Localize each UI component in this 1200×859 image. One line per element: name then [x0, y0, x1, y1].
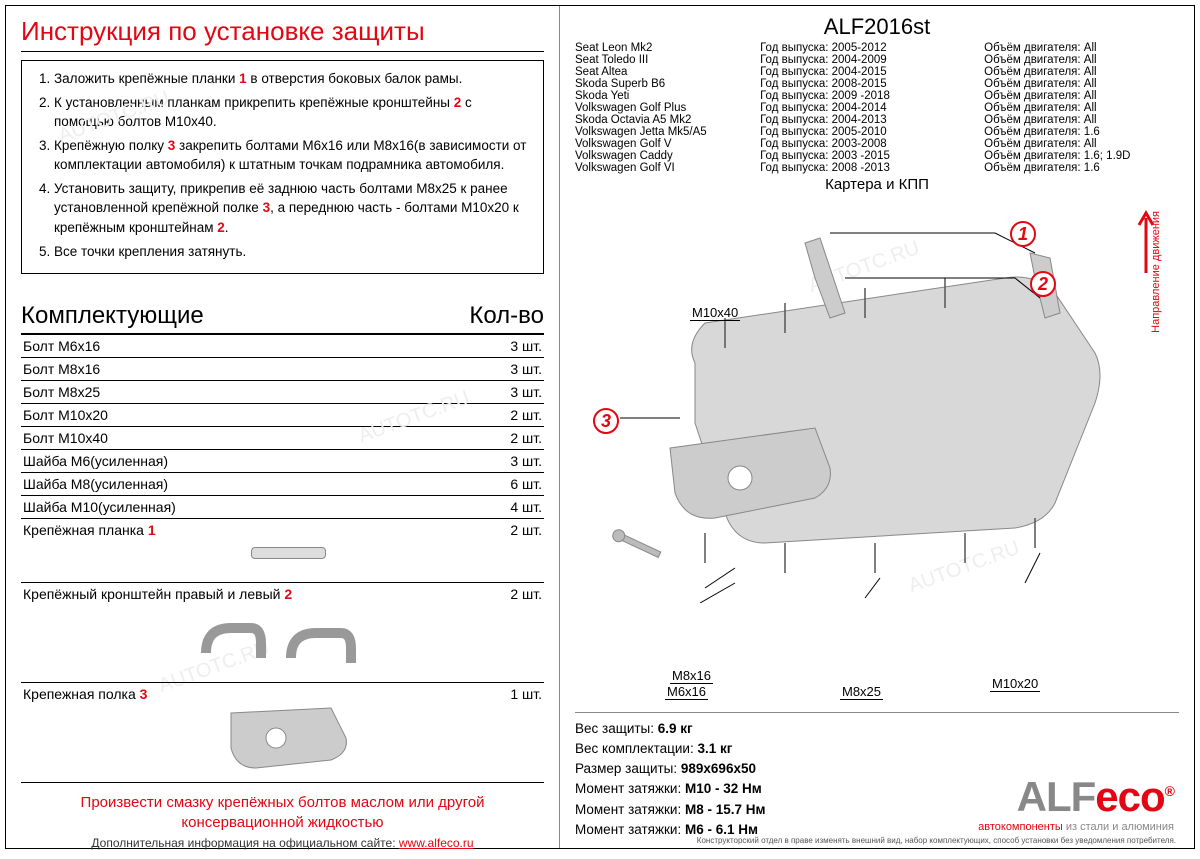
components-title: Комплектующие	[21, 302, 204, 330]
instruction-item: Заложить крепёжные планки 1 в отверстия …	[54, 69, 533, 89]
right-column: ALF2016st Seat Leon Mk2Год выпуска: 2005…	[559, 6, 1194, 848]
component-row: Крепежная полка 31 шт.	[21, 683, 544, 783]
component-row: Болт М8х163 шт.	[21, 358, 544, 381]
component-row: Болт М8х253 шт.	[21, 381, 544, 404]
component-row: Болт М10х402 шт.	[21, 427, 544, 450]
product-code: ALF2016st	[575, 14, 1179, 40]
bolt-label-m10x40: M10x40	[690, 305, 740, 321]
quantity-title: Кол-во	[469, 302, 544, 330]
vehicle-compatibility-table: Seat Leon Mk2Год выпуска: 2005-2012Объём…	[575, 42, 1179, 174]
instructions-box: Заложить крепёжные планки 1 в отверстия …	[21, 60, 544, 274]
instruction-item: Крепёжную полку 3 закрепить болтами М6х1…	[54, 136, 533, 175]
bolt-label-m10x20: M10x20	[990, 676, 1040, 692]
components-list: Болт М6х163 шт.Болт М8х163 шт.Болт М8х25…	[21, 335, 544, 783]
callout-3: 3	[593, 408, 619, 434]
component-row: Болт М10х202 шт.	[21, 404, 544, 427]
part-subtitle: Картера и КПП	[575, 176, 1179, 193]
vehicle-row: Volkswagen Golf VIГод выпуска: 2008 -201…	[575, 162, 1179, 174]
bolt-label-m8x25: M8x25	[840, 684, 883, 700]
disclaimer-text: Конструкторский отдел в праве изменять в…	[697, 836, 1176, 845]
vehicle-row: Skoda YetiГод выпуска: 2009 -2018Объём д…	[575, 90, 1179, 102]
vehicle-row: Volkswagen Golf VГод выпуска: 2003-2008О…	[575, 138, 1179, 150]
instruction-item: Установить защиту, прикрепив её заднюю ч…	[54, 179, 533, 238]
spec-row: Вес защиты: 6.9 кг	[575, 719, 1179, 739]
vehicle-row: Skoda Octavia A5 Mk2Год выпуска: 2004-20…	[575, 114, 1179, 126]
spec-row: Вес комплектации: 3.1 кг	[575, 739, 1179, 759]
instruction-item: Все точки крепления затянуть.	[54, 242, 533, 262]
vehicle-row: Seat Leon Mk2Год выпуска: 2005-2012Объём…	[575, 42, 1179, 54]
component-row: Крепёжная планка 12 шт.	[21, 519, 544, 583]
callout-1: 1	[1010, 221, 1036, 247]
component-row: Шайба М10(усиленная)4 шт.	[21, 496, 544, 519]
website-note: Дополнительная информация на официальном…	[21, 836, 544, 850]
brand-logo: ALFeco® автокомпоненты из стали и алюмин…	[978, 773, 1174, 833]
left-column: Инструкция по установке защиты Заложить …	[6, 6, 559, 848]
skid-plate-shape	[585, 223, 1165, 603]
bolt-label-m6x16: M6x16	[665, 684, 708, 700]
bolt-label-m8x16: M8x16	[670, 668, 713, 684]
component-row: Шайба М6(усиленная)3 шт.	[21, 450, 544, 473]
vehicle-row: Volkswagen Jetta Mk5/A5Год выпуска: 2005…	[575, 126, 1179, 138]
component-row: Болт М6х163 шт.	[21, 335, 544, 358]
callout-2: 2	[1030, 271, 1056, 297]
instruction-item: К установленным планкам прикрепить крепё…	[54, 93, 533, 132]
website-link[interactable]: www.alfeco.ru	[399, 836, 474, 850]
vehicle-row: Seat Toledo IIIГод выпуска: 2004-2009Объ…	[575, 54, 1179, 66]
component-row: Шайба М8(усиленная)6 шт.	[21, 473, 544, 496]
assembly-diagram: Направление движения	[575, 193, 1179, 713]
components-header: Комплектующие Кол-во	[21, 302, 544, 335]
lubrication-note: Произвести смазку крепёжных болтов масло…	[21, 793, 544, 832]
main-title: Инструкция по установке защиты	[21, 16, 544, 52]
vehicle-row: Skoda Superb B6Год выпуска: 2008-2015Объ…	[575, 78, 1179, 90]
page-frame: AUTOTC.RU AUTOTC.RU AUTOTC.RU AUTOTC.RU …	[5, 5, 1195, 849]
vehicle-row: Volkswagen CaddyГод выпуска: 2003 -2015О…	[575, 150, 1179, 162]
vehicle-row: Seat AlteaГод выпуска: 2004-2015Объём дв…	[575, 66, 1179, 78]
component-row: Крепёжный кронштейн правый и левый 22 шт…	[21, 583, 544, 683]
vehicle-row: Volkswagen Golf PlusГод выпуска: 2004-20…	[575, 102, 1179, 114]
